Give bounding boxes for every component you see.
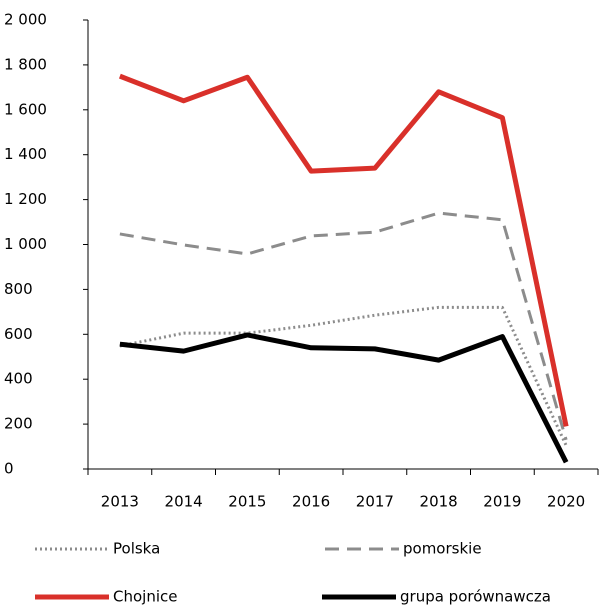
y-tick-label: 1 400 bbox=[4, 145, 47, 163]
legend-label: grupa porównawcza bbox=[400, 588, 551, 606]
x-tick-label: 2013 bbox=[101, 493, 139, 511]
x-tick-label: 2020 bbox=[547, 493, 585, 511]
line-series bbox=[119, 305, 568, 447]
y-tick-label: 1 800 bbox=[4, 55, 47, 73]
y-tick-label: 1 200 bbox=[4, 190, 47, 208]
line-series bbox=[118, 73, 569, 427]
y-tick-label: 1 000 bbox=[4, 235, 47, 253]
y-tick-label: 1 600 bbox=[4, 100, 47, 118]
y-tick-label: 800 bbox=[4, 280, 33, 298]
y-tick-label: 400 bbox=[4, 370, 33, 388]
x-tick-label: 2018 bbox=[420, 493, 458, 511]
x-tick-label: 2017 bbox=[356, 493, 394, 511]
y-tick-label: 0 bbox=[4, 460, 14, 478]
x-tick-label: 2019 bbox=[483, 493, 521, 511]
x-tick-label: 2015 bbox=[228, 493, 266, 511]
legend-label: Polska bbox=[113, 540, 160, 558]
legend-label: pomorskie bbox=[403, 540, 482, 558]
x-tick-label: 2016 bbox=[292, 493, 330, 511]
line-series bbox=[119, 332, 569, 464]
y-tick-label: 200 bbox=[4, 415, 33, 433]
y-tick-label: 2 000 bbox=[4, 11, 47, 29]
line-series bbox=[119, 211, 568, 441]
legend-label: Chojnice bbox=[113, 588, 177, 606]
x-tick-label: 2014 bbox=[165, 493, 203, 511]
y-tick-label: 600 bbox=[4, 325, 33, 343]
